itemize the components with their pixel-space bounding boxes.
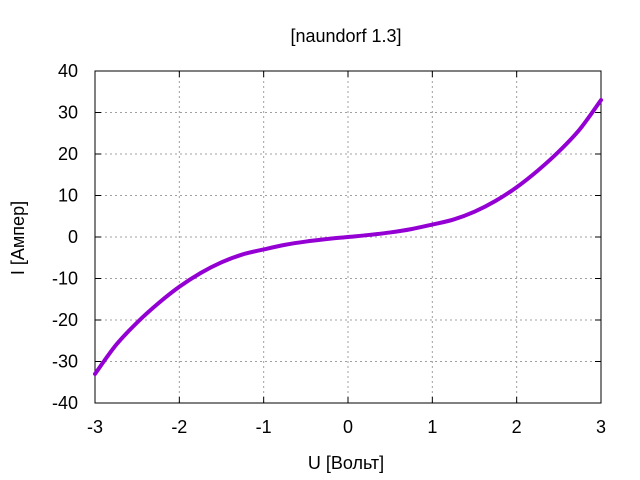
- y-tick-label: -40: [52, 393, 78, 413]
- x-tick-label: 2: [512, 417, 522, 437]
- x-tick-label: 0: [343, 417, 353, 437]
- x-tick-label: -2: [171, 417, 187, 437]
- grid: [95, 71, 601, 403]
- x-tick-label: 1: [427, 417, 437, 437]
- chart-title: [naundorf 1.3]: [290, 26, 401, 46]
- series-layer: [93, 98, 603, 376]
- y-axis-label: I [Ампер]: [8, 201, 28, 275]
- y-tick-label: 20: [58, 144, 78, 164]
- x-tick-label: -1: [256, 417, 272, 437]
- y-tick-label: -30: [52, 352, 78, 372]
- y-axis-tick-labels: -40 -30 -20 -10 0 10 20 30 40: [52, 61, 78, 413]
- y-tick-label: -10: [52, 269, 78, 289]
- y-tick-label: -20: [52, 310, 78, 330]
- y-tick-label: 40: [58, 61, 78, 81]
- y-tick-label: 30: [58, 103, 78, 123]
- series-line: [93, 98, 603, 376]
- y-tick-label: 0: [68, 227, 78, 247]
- y-tick-label: 10: [58, 186, 78, 206]
- x-axis-label: U [Вольт]: [308, 453, 384, 473]
- x-tick-label: -3: [87, 417, 103, 437]
- x-axis-tick-labels: -3 -2 -1 0 1 2 3: [87, 417, 606, 437]
- x-tick-label: 3: [596, 417, 606, 437]
- tick-marks: [94, 70, 602, 404]
